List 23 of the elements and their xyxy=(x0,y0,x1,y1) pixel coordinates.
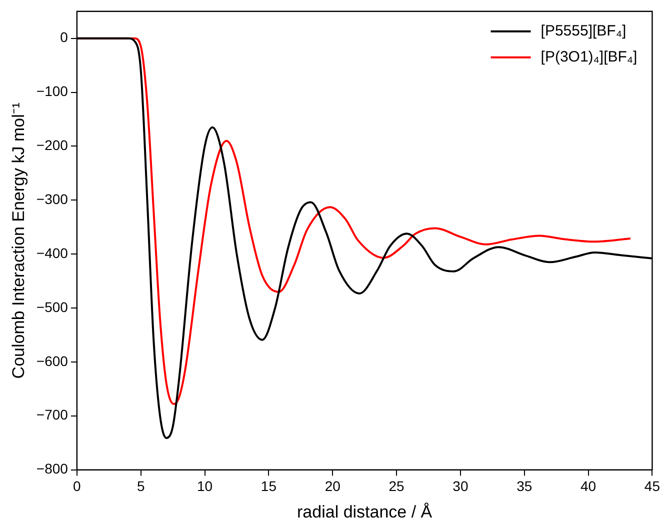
y-axis-title: Coulomb Interaction Energy kJ mol⁻¹ xyxy=(8,102,28,379)
y-tick-label: −500 xyxy=(36,298,68,315)
y-tick-label: −200 xyxy=(36,137,68,154)
x-tick-label: 45 xyxy=(644,478,660,494)
x-tick-label: 0 xyxy=(73,478,82,494)
x-tick-label: 30 xyxy=(452,478,468,494)
y-tick-label: −600 xyxy=(36,352,68,369)
y-tick-label: −700 xyxy=(36,406,68,423)
legend-label: [P5555][BF₄] xyxy=(540,22,626,40)
y-tick-label: 0 xyxy=(60,29,68,46)
x-tick-label: 35 xyxy=(516,478,532,494)
y-tick-label: −400 xyxy=(36,244,68,261)
x-tick-label: 5 xyxy=(136,478,145,494)
y-tick-label: −100 xyxy=(36,83,68,100)
x-tick-label: 10 xyxy=(196,478,213,494)
legend-label: [P(3O1)₄][BF₄] xyxy=(540,48,638,66)
y-tick-label: −300 xyxy=(36,191,68,208)
y-tick-label: −800 xyxy=(36,460,68,477)
x-tick-label: 20 xyxy=(324,478,341,494)
x-axis-title: radial distance / Å xyxy=(297,502,433,522)
x-tick-label: 15 xyxy=(260,478,277,494)
x-tick-label: 25 xyxy=(388,478,405,494)
x-tick-label: 40 xyxy=(580,478,596,494)
